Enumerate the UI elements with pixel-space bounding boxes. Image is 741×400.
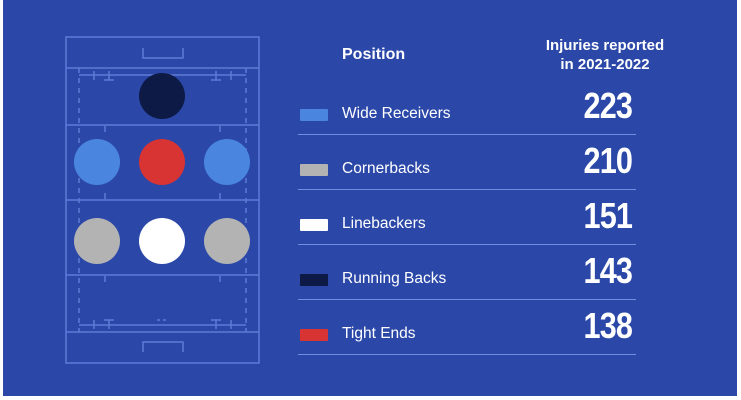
running-back-player: [139, 73, 185, 119]
table-row: Linebackers 151: [298, 190, 636, 245]
legend-swatch: [300, 109, 328, 121]
top-goalpost: [142, 48, 184, 59]
table-row: Tight Ends 138: [298, 300, 636, 355]
legend-swatch: [300, 274, 328, 286]
row-divider: [298, 133, 636, 135]
injury-value: 223: [583, 85, 632, 126]
bottom-goalpost: [142, 341, 184, 352]
field-sideline-dashes: [78, 68, 247, 332]
wide-receiver-player: [74, 139, 120, 185]
legend-swatch: [300, 164, 328, 176]
hash-marks-bottom: [79, 319, 246, 329]
legend-swatch: [300, 329, 328, 341]
injury-value: 210: [583, 140, 632, 181]
tight-end-player: [139, 139, 185, 185]
cornerback-player: [204, 218, 250, 264]
infographic-panel: [3, 0, 737, 396]
position-label: Wide Receivers: [342, 105, 451, 122]
position-label: Tight Ends: [342, 325, 416, 342]
table-row: Cornerbacks 210: [298, 135, 636, 190]
wide-receiver-player: [204, 139, 250, 185]
table-row: Wide Receivers 223: [298, 80, 636, 135]
cornerback-player: [74, 218, 120, 264]
row-divider: [298, 243, 636, 245]
header-position: Position: [342, 46, 406, 63]
injury-value: 143: [583, 250, 632, 291]
injury-value: 138: [583, 305, 632, 346]
row-divider: [298, 188, 636, 190]
legend-swatch: [300, 219, 328, 231]
field-lines-top: [66, 67, 259, 333]
position-label: Linebackers: [342, 215, 426, 232]
position-label: Cornerbacks: [342, 160, 430, 177]
row-divider: [298, 298, 636, 300]
linebacker-player: [139, 218, 185, 264]
header-injuries-line1: Injuries reported: [545, 37, 665, 54]
row-divider: [298, 353, 636, 355]
position-label: Running Backs: [342, 270, 447, 287]
injury-value: 151: [583, 195, 632, 236]
small-ticks: [93, 71, 232, 329]
header-injuries-line2: in 2021-2022: [560, 56, 650, 73]
table-row: Running Backs 143: [298, 245, 636, 300]
header-injuries: Injuries reported in 2021-2022: [510, 36, 700, 74]
